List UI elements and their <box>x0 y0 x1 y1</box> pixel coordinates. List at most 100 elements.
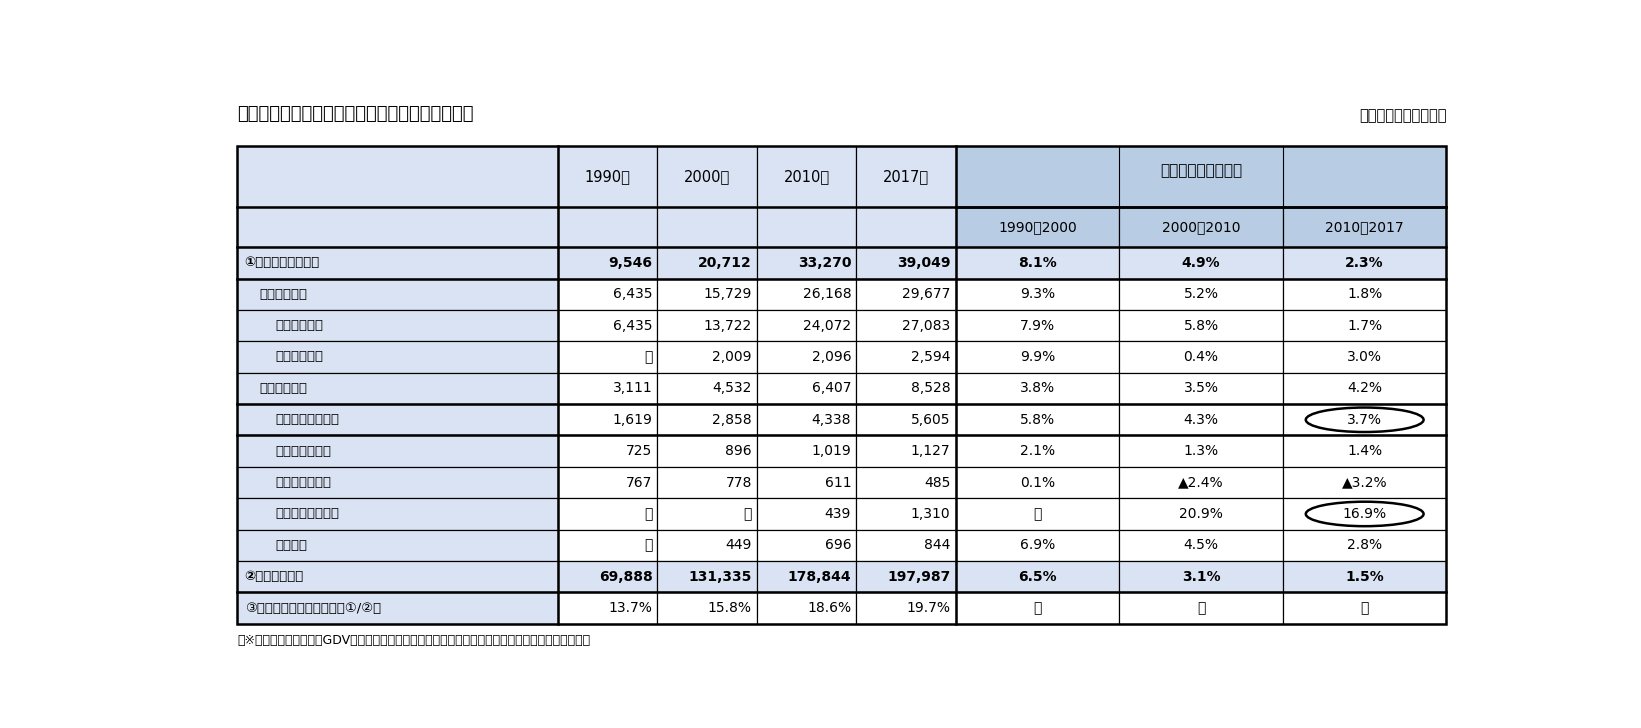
Text: 9,546: 9,546 <box>609 256 653 270</box>
Text: 1,310: 1,310 <box>911 507 950 521</box>
Bar <box>955 498 1119 530</box>
Bar <box>1119 247 1283 279</box>
Bar <box>1119 530 1283 561</box>
Text: 長期介護保険: 長期介護保険 <box>276 350 323 363</box>
Bar <box>955 279 1119 310</box>
Bar <box>236 279 558 310</box>
Bar <box>757 435 857 467</box>
Bar <box>558 530 658 561</box>
Text: 13.7%: 13.7% <box>609 601 653 615</box>
Text: 1990－2000: 1990－2000 <box>998 220 1076 234</box>
Text: 6,435: 6,435 <box>612 288 653 301</box>
Text: 2000年: 2000年 <box>684 169 730 184</box>
Text: 3,111: 3,111 <box>612 381 653 395</box>
Bar <box>658 530 757 561</box>
Text: 7.9%: 7.9% <box>1021 319 1055 333</box>
Text: 69,888: 69,888 <box>599 570 653 584</box>
Bar <box>857 498 955 530</box>
Bar <box>857 207 955 247</box>
Text: 2010年: 2010年 <box>783 169 830 184</box>
Bar <box>658 207 757 247</box>
Text: 15.8%: 15.8% <box>707 601 752 615</box>
Text: 725: 725 <box>627 444 653 458</box>
Bar <box>955 247 1119 279</box>
Bar <box>1119 498 1283 530</box>
Bar <box>1283 498 1446 530</box>
Text: 2,096: 2,096 <box>812 350 852 364</box>
Text: 長期介護付加保険: 長期介護付加保険 <box>276 507 340 521</box>
Bar <box>757 498 857 530</box>
Bar <box>236 146 558 207</box>
Text: ②保険会社全体: ②保険会社全体 <box>245 570 304 583</box>
Text: 20,712: 20,712 <box>697 256 752 270</box>
Text: ③医療保険会社分の比率（①/②）: ③医療保険会社分の比率（①/②） <box>245 601 381 614</box>
Bar <box>558 593 658 624</box>
Text: －: － <box>743 507 752 521</box>
Bar <box>955 561 1119 593</box>
Text: 8,528: 8,528 <box>911 381 950 395</box>
Text: 131,335: 131,335 <box>689 570 752 584</box>
Bar <box>1119 341 1283 373</box>
Bar <box>558 404 658 435</box>
Text: 33,270: 33,270 <box>798 256 852 270</box>
Bar <box>955 341 1119 373</box>
Text: 2.8%: 2.8% <box>1347 538 1382 553</box>
Bar <box>236 498 558 530</box>
Text: 完全医療保険: 完全医療保険 <box>276 319 323 332</box>
Bar <box>236 530 558 561</box>
Text: 1,619: 1,619 <box>612 413 653 427</box>
Text: 20.9%: 20.9% <box>1180 507 1223 521</box>
Bar <box>558 146 658 207</box>
Text: 3.1%: 3.1% <box>1182 570 1221 584</box>
Bar <box>658 498 757 530</box>
Text: 449: 449 <box>725 538 752 553</box>
Text: 4,532: 4,532 <box>712 381 752 395</box>
Bar <box>1283 247 1446 279</box>
Bar <box>955 207 1119 247</box>
Bar <box>558 310 658 341</box>
Text: ▲3.2%: ▲3.2% <box>1342 475 1388 489</box>
Bar <box>955 435 1119 467</box>
Text: 2010－2017: 2010－2017 <box>1326 220 1405 234</box>
Text: 2.1%: 2.1% <box>1021 444 1055 458</box>
Bar <box>558 247 658 279</box>
Bar <box>857 593 955 624</box>
Text: 24,072: 24,072 <box>802 319 852 333</box>
Bar <box>558 279 658 310</box>
Text: 1,019: 1,019 <box>811 444 852 458</box>
Text: 3.7%: 3.7% <box>1347 413 1382 427</box>
Bar <box>857 279 955 310</box>
Bar <box>1283 593 1446 624</box>
Bar <box>955 310 1119 341</box>
Text: 民間医療保険－収入保険料の商品別内訳の推移－: 民間医療保険－収入保険料の商品別内訳の推移－ <box>236 105 473 123</box>
Text: 5.8%: 5.8% <box>1183 319 1219 333</box>
Bar <box>757 341 857 373</box>
Text: 1990年: 1990年 <box>584 169 630 184</box>
Bar <box>236 561 558 593</box>
Text: 1.4%: 1.4% <box>1347 444 1382 458</box>
Bar <box>236 146 1446 624</box>
Text: 1.8%: 1.8% <box>1347 288 1382 301</box>
Bar <box>236 404 558 435</box>
Text: －: － <box>1196 601 1204 615</box>
Text: 9.3%: 9.3% <box>1021 288 1055 301</box>
Text: 4.2%: 4.2% <box>1347 381 1382 395</box>
Text: 3.8%: 3.8% <box>1021 381 1055 395</box>
Bar <box>1283 207 1446 247</box>
Bar <box>757 561 857 593</box>
Text: 778: 778 <box>725 475 752 489</box>
Bar <box>857 341 955 373</box>
Bar <box>1283 279 1446 310</box>
Bar <box>857 435 955 467</box>
Text: 27,083: 27,083 <box>903 319 950 333</box>
Bar <box>558 498 658 530</box>
Bar <box>658 467 757 498</box>
Bar <box>757 279 857 310</box>
Text: 代替医療保険: 代替医療保険 <box>259 288 309 301</box>
Text: 6,435: 6,435 <box>612 319 653 333</box>
Text: 2.3%: 2.3% <box>1346 256 1383 270</box>
Bar <box>1283 404 1446 435</box>
Text: 1,127: 1,127 <box>911 444 950 458</box>
Text: －: － <box>1034 507 1042 521</box>
Bar <box>658 373 757 404</box>
